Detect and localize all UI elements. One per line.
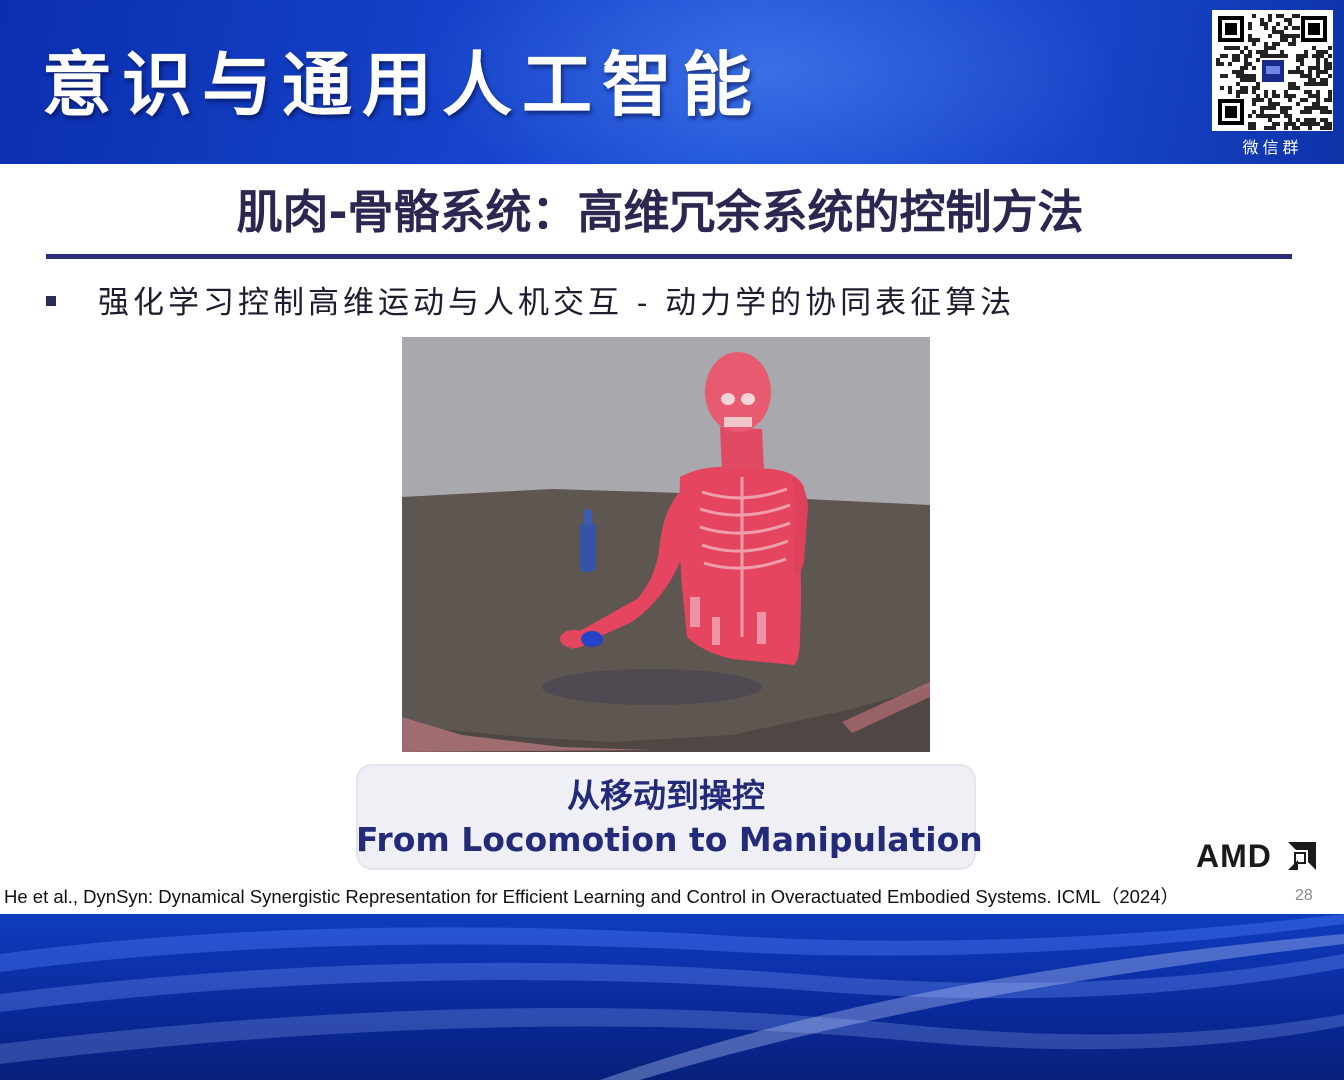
slide-title: 肌肉-骨骼系统：高维冗余系统的控制方法 — [236, 185, 1084, 239]
musculoskeletal-simulation-illustration — [402, 337, 930, 752]
page-number: 28 — [1295, 887, 1313, 904]
caption-english: From Locomotion to Manipulation — [356, 820, 983, 859]
title-divider — [46, 254, 1292, 259]
amd-logo-text: AMD — [1196, 838, 1272, 874]
footer-banner — [0, 914, 1344, 1080]
header-banner: 意识与通用人工智能 微信群 — [0, 0, 1344, 164]
header-glow — [420, 0, 1120, 164]
qr-code — [1212, 10, 1333, 131]
amd-arrow-icon — [1288, 842, 1316, 870]
bullet-square-icon — [46, 296, 56, 306]
header-title: 意识与通用人工智能 — [42, 44, 762, 126]
bullet-text: 强化学习控制高维运动与人机交互 - 动力学的协同表征算法 — [98, 285, 1016, 321]
qr-code-graphic — [1212, 10, 1333, 131]
footer-wave-decoration — [0, 914, 1344, 1080]
caption-box: 从移动到操控 From Locomotion to Manipulation — [356, 764, 983, 870]
amd-logo: AMD — [1196, 838, 1320, 874]
citation-text: He et al., DynSyn: Dynamical Synergistic… — [4, 886, 1179, 907]
simulation-video-frame[interactable] — [402, 337, 930, 752]
qr-caption: 微信群 — [1242, 138, 1303, 157]
caption-chinese: 从移动到操控 — [567, 776, 765, 815]
